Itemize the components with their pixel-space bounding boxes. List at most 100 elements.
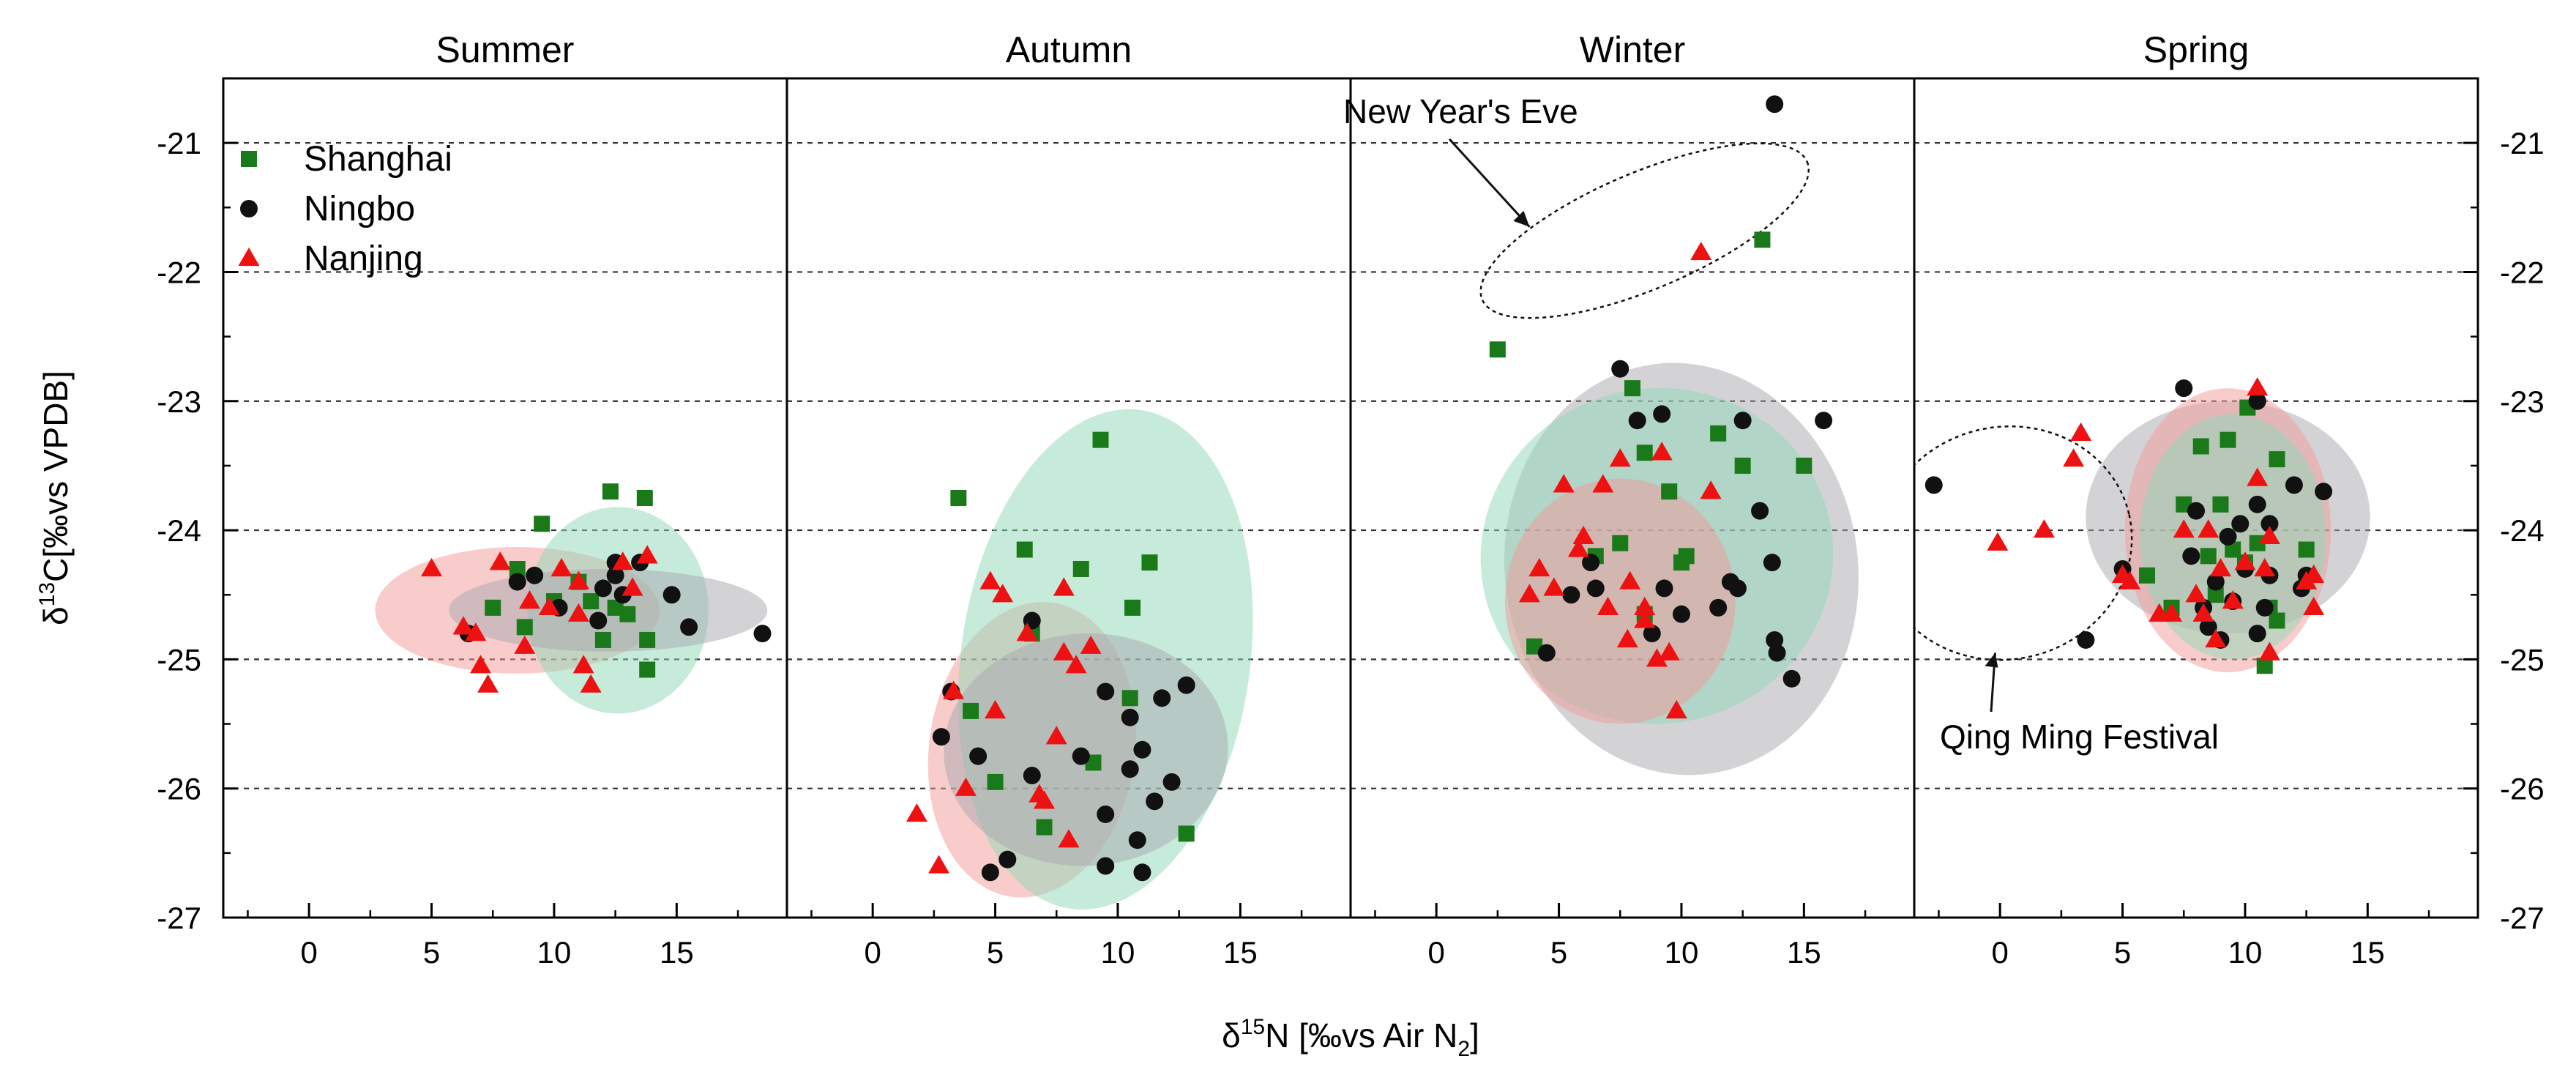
ningbo-point [1097,857,1115,875]
ningbo-point [932,728,950,746]
shanghai-point [2200,548,2217,565]
nanjing-point [2119,570,2141,590]
ningbo-point [1766,95,1784,114]
nanjing-point [2234,551,2256,570]
qing-ming-annotation: Qing Ming Festival [1940,718,2219,756]
nanjing-point [2192,603,2214,622]
highlight-ellipse [1479,142,1810,319]
ningbo-point [240,200,258,217]
ningbo-point [1121,708,1139,726]
ningbo-point [753,625,772,643]
panel-title: Summer [436,29,575,70]
nanjing-point [1053,641,1075,661]
nanjing-point [1045,726,1067,745]
ningbo-point [2315,483,2333,501]
nanjing-point [1597,596,1619,616]
nanjing-point [1700,480,1722,499]
ningbo-point [2175,379,2193,398]
x-tick-label: 0 [300,935,317,970]
nanjing-point [1065,655,1087,674]
nanjing-point [567,603,589,622]
shanghai-point [509,560,526,577]
nanjing-point [538,596,560,616]
nanjing-point [979,570,1001,590]
shanghai-point [1178,825,1195,842]
x-tick-label: 15 [660,935,694,970]
x-axis-label-part: N [‰vs Air N [1265,1016,1457,1055]
ningbo-point [2206,573,2225,591]
shanghai-point [1710,425,1727,442]
shanghai-point [2269,612,2285,629]
legend-label: Ningbo [304,190,415,228]
ningbo-point [1153,689,1171,707]
ningbo-point [1121,760,1139,778]
shanghai-point [1124,599,1141,616]
ningbo-point [589,611,608,630]
shanghai-point [2220,431,2236,448]
nanjing-point [567,570,589,590]
ningbo-point [1562,586,1580,604]
shanghai-point [987,773,1004,790]
x-axis-label-part: 2 [1457,1037,1470,1061]
ningbo-point [1653,405,1671,423]
nanjing-point [2033,519,2055,538]
shanghai-point [1072,560,1089,577]
shanghai-point [516,619,533,636]
shanghai-point [1754,231,1771,248]
nanjing-point [1543,577,1565,596]
highlight-ellipse [1914,425,2133,661]
ningbo-point [1133,863,1151,882]
ningbo-point [2248,625,2266,643]
ningbo-point [1537,644,1556,662]
nanjing-point [518,590,540,609]
shanghai-point [639,631,656,648]
shanghai-point [1678,548,1695,565]
panel-title: Spring [2143,29,2250,70]
shanghai-point [963,702,979,719]
ningbo-point [1146,792,1164,811]
ningbo-point [2260,515,2279,533]
shanghai-point [1016,541,1033,558]
nanjing-point [580,674,602,693]
shanghai-point [2269,451,2285,468]
nanjing-point [1518,584,1540,603]
ningbo-point [969,747,988,765]
nanjing-point [955,777,977,796]
ningbo-point [2285,476,2303,494]
shanghai-point [602,483,619,500]
nanjing-point [2247,467,2269,486]
ningbo-point [1097,683,1115,701]
shanghai-point [1661,483,1678,500]
nanjing-point [943,680,965,699]
nanjing-point [1658,641,1680,661]
nanjing-point [1572,525,1594,545]
legend-label: Shanghai [304,140,452,179]
shanghai-point [583,593,600,610]
ningbo-point [606,566,624,584]
x-tick-label: 10 [537,935,572,970]
y-tick-label-right: -21 [2500,126,2545,160]
annotation-arrowhead [1513,210,1530,227]
nanjing-point [906,803,927,822]
shanghai-point [636,490,653,506]
shanghai-point [534,516,550,532]
nanjing-point [2161,603,2183,622]
shanghai-point [1734,457,1751,474]
shanghai-point [950,490,967,506]
nanjing-point [1592,474,1614,493]
y-tick-label-left: -22 [157,255,201,289]
nanjing-point [2303,564,2325,583]
ningbo-point [1072,747,1090,765]
x-tick-label: 5 [423,935,440,970]
ningbo-point [680,618,698,636]
shanghai-point [241,151,257,167]
ningbo-point [2248,495,2266,513]
nanjing-point [421,557,443,577]
shanghai-point [1092,431,1109,448]
ningbo-point [662,586,681,604]
x-tick-label: 5 [2114,935,2131,970]
panel-autumn [906,409,1253,910]
ningbo-point [1586,579,1605,598]
x-tick-label: 0 [1427,935,1444,970]
